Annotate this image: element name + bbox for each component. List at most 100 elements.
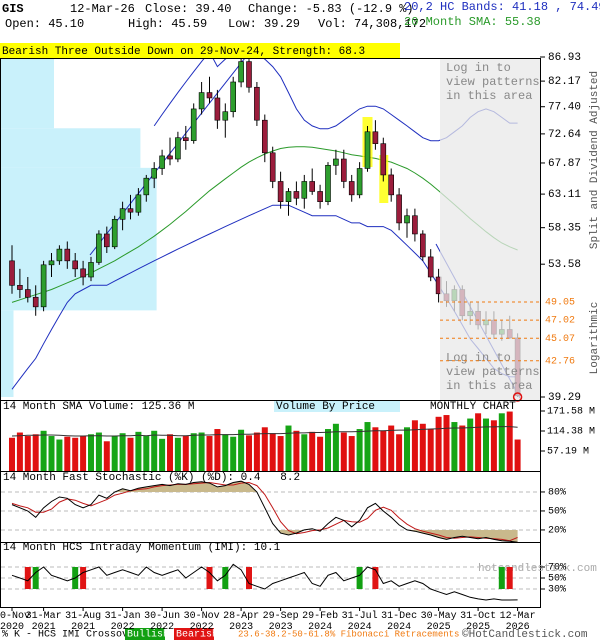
login-text: in this area [446,379,532,393]
open: Open: 45.10 [5,17,84,31]
symbol: GIS [2,2,24,16]
adjusted-note: Split and Dividend Adjusted [589,71,600,249]
volume-bar [32,434,39,471]
close: Close: 39.40 [145,2,231,16]
volume-bar [332,423,339,471]
stochastic-tick-label: 80% [548,488,566,499]
x-tick-label: 31-Oct 2025 [460,611,496,633]
candle-body [261,119,268,154]
candle-body [127,208,134,213]
volume-info: Vol: 74,308,172 [318,17,426,31]
volume-bar [317,436,324,471]
candle-body [175,137,181,160]
volume-by-price [1,310,14,397]
x-tick-line: 12-Mar [500,611,536,622]
candle-body [88,262,94,278]
y-tick-label: 53.58 [548,259,581,271]
volume-bar [269,433,276,471]
candle-body [285,191,292,202]
date: 12-Mar-26 [70,2,135,16]
volume-bar [72,437,79,471]
candle-body [419,233,426,258]
x-tick-line: 30-Nov [0,611,30,622]
volume-bar [253,432,260,471]
imi-title: 14 Month HCS Intraday Momentum (IMI): 10… [3,542,281,554]
bearish-signal [206,567,213,589]
change: Change: -5.83 (-12.9 %) [248,2,414,16]
volume-bar [64,436,71,471]
vbp-label: Volume By Price [276,401,375,413]
volume-bar [411,420,418,471]
volume-bar [40,430,47,471]
volume-bar [16,432,23,471]
candle-body [32,296,39,308]
volume-bar [277,436,284,471]
fib-label: 42.76 [545,356,575,367]
candle-body [269,152,276,182]
volume-bar [435,416,442,471]
stochastic-plot [1,480,540,542]
volume-bar [348,436,355,471]
candle-body [333,158,339,166]
volume-bar [127,437,134,471]
x-tick-label: 31-Aug 2021 [65,611,101,633]
x-tick-label: 30-Jun 2022 [144,611,180,633]
volume-bar [490,420,497,471]
fib-note: 23.6-38.2-50-61.8% Fibonacci Retracement… [238,629,459,639]
candle-body [309,181,316,192]
bullish-signal [222,567,229,589]
volume-tick-label: 114.38 M [547,427,595,438]
pattern-text: Bearish Three Outside Down on 29-Nov-24,… [2,46,365,58]
volume-by-price [1,128,141,168]
bearish-signal [80,567,87,589]
candle-body [412,215,418,235]
volume-bar [206,436,213,471]
candle-body [159,155,165,169]
volume-by-price [1,59,54,129]
candle-body [348,181,355,196]
volume-bar [143,436,150,471]
candle-body [380,143,387,176]
x-tick-line: 2024 [387,622,411,633]
oversold-fill [12,529,518,542]
volume-bar [9,437,15,471]
bearish-signal [506,567,513,589]
candle-body [396,194,402,224]
volume-tick-label: 171.58 M [547,407,595,418]
volume-bar [483,418,489,471]
stochastic-title: 14 Month Fast Stochastic (%K) (%D): 0.4 … [3,472,300,484]
y-tick-label: 86.93 [548,52,581,64]
imi-plot [1,563,540,601]
x-tick-line: 2022 [111,622,135,633]
copyright: ©HotCandlestick.com [462,629,588,640]
candle-body [427,256,434,278]
candle-body [317,191,323,202]
volume-bar [404,427,410,471]
x-tick-line: 2022 [190,622,214,633]
candle-body [104,233,110,248]
volume-bar [48,436,55,471]
candle-body [40,264,47,308]
candle-body [56,248,63,262]
candle-body [222,111,229,121]
x-tick-line: 2025 [466,622,490,633]
candle-body [24,289,31,298]
x-tick-line: 31-Aug [65,611,101,622]
stochastic-d [11,481,518,542]
candle-body [135,194,142,213]
candle-body [143,177,150,196]
imi-tick-label: 30% [548,585,566,596]
volume-bar [238,429,245,471]
candle-body [80,268,86,278]
legend-bull: Bullish [127,629,169,640]
imi-tick-label: 50% [548,574,566,585]
x-tick-line: 2022 [150,622,174,633]
volume-bar [380,430,387,471]
candle-body [167,155,173,160]
x-tick-label: 29-Sep 2023 [263,611,299,633]
volume-bar [498,413,505,471]
stochastic-tick-label: 20% [548,526,566,537]
y-tick-label: 39.29 [548,392,581,404]
bearish-signal [24,567,31,589]
